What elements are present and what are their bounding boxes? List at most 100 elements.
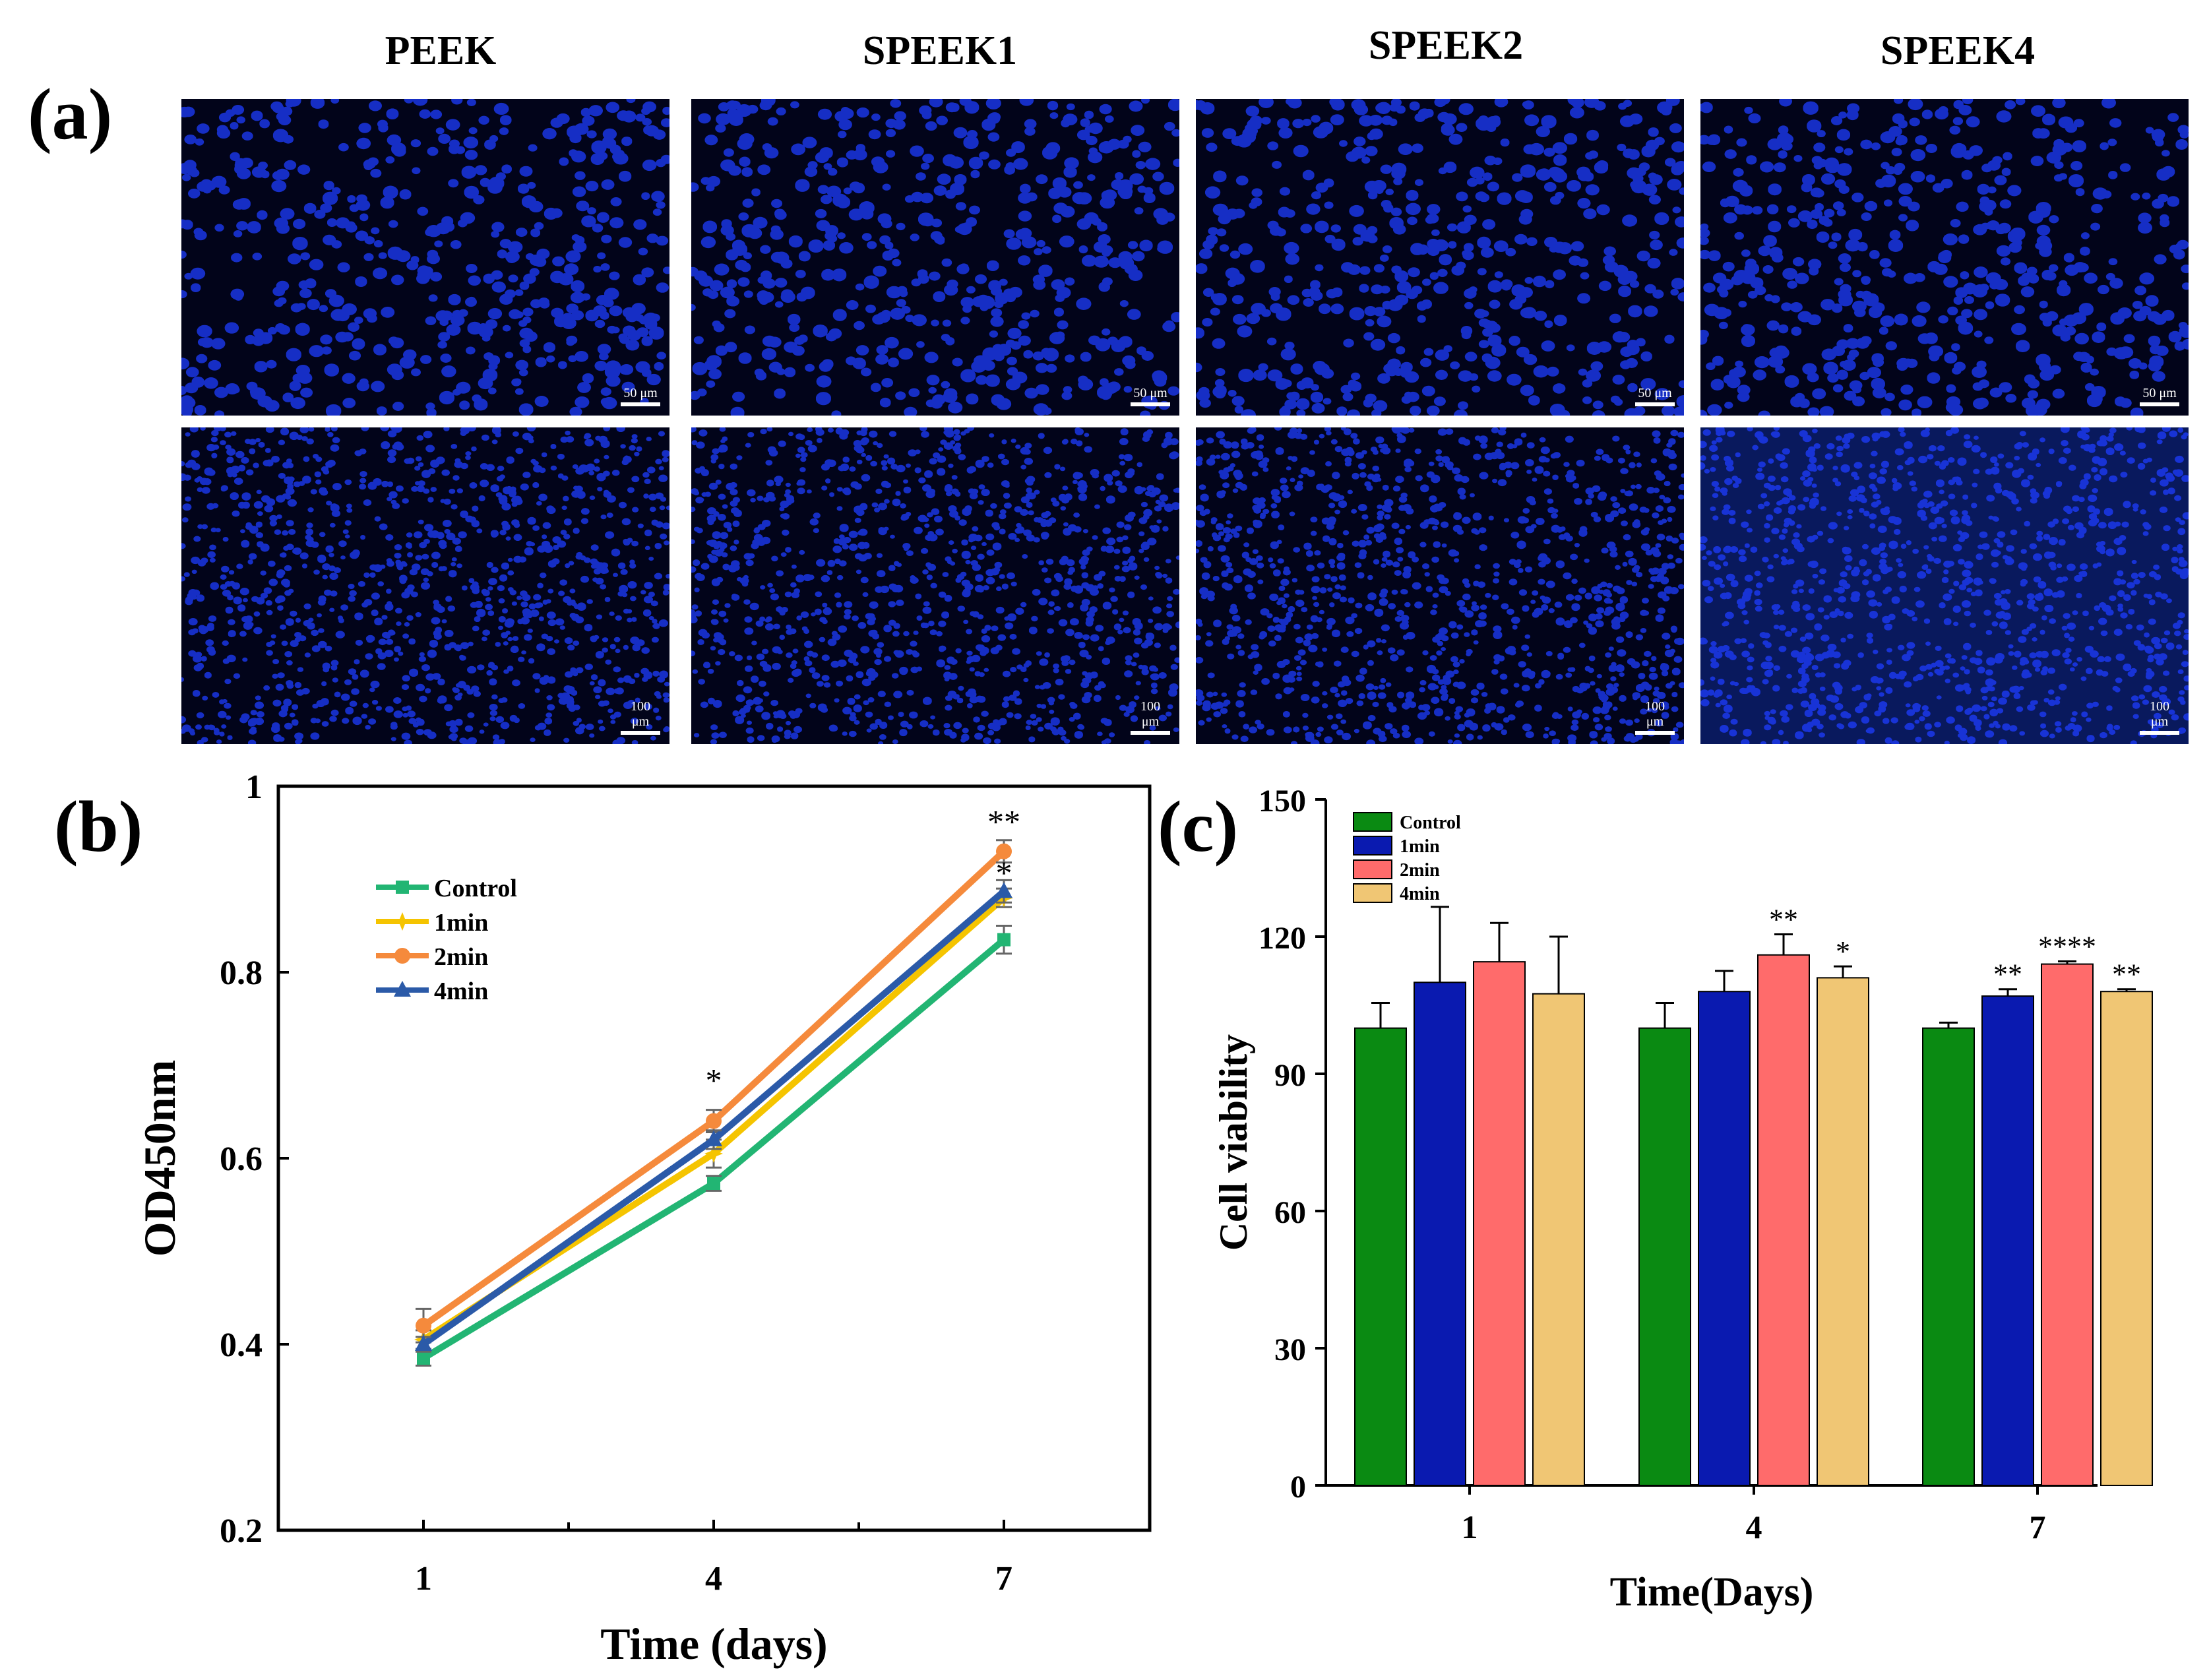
bar — [1354, 1027, 1407, 1486]
marker-triangle — [415, 1335, 432, 1351]
bar — [1817, 977, 1869, 1486]
cell-nuclei — [1196, 99, 1684, 416]
significance-mark: **** — [2038, 930, 2096, 962]
scale-bar-line — [2140, 402, 2179, 406]
marker-star — [393, 912, 412, 931]
scale-bar-line — [621, 402, 660, 406]
scale-bar-line — [1635, 402, 1675, 406]
x-axis-label: Time (days) — [600, 1619, 827, 1669]
series-4min: *** — [1532, 935, 2153, 1486]
marker-square — [707, 1177, 720, 1191]
scale-bar-label: 100 μm — [1645, 699, 1665, 729]
micrograph-speek4-row2: 100 μm — [1700, 427, 2189, 744]
series-4min — [415, 879, 1012, 1353]
scale-bar-label: 50 μm — [1133, 386, 1167, 400]
scale-bar: 50 μm — [1131, 386, 1170, 406]
legend-label: Control — [1400, 813, 1461, 833]
scale-bar-line — [2140, 731, 2179, 735]
y-tick-label: 150 — [1259, 784, 1306, 819]
scale-bar: 50 μm — [621, 386, 660, 406]
bar — [1638, 1027, 1691, 1486]
cell-viability-bar-chart: 0 30 60 90 120 150 1 4 7 Time(Days) Cell viability… — [1212, 784, 2153, 1615]
y-tick-label: 0.4 — [220, 1326, 263, 1364]
y-tick-label: 0.8 — [220, 954, 263, 992]
significance-mark: ** — [987, 803, 1020, 840]
x-axis-label: Time(Days) — [1610, 1570, 1814, 1615]
marker-square — [396, 881, 409, 894]
scale-bar-label: 50 μm — [623, 386, 658, 400]
bar — [2100, 991, 2153, 1486]
micrograph-peek-row2: 100 μm — [181, 427, 669, 744]
micrograph-peek-row1: 50 μm — [181, 99, 669, 416]
marker-circle — [706, 1113, 722, 1129]
scale-bar: 100 μm — [1131, 699, 1170, 735]
y-tick-label: 90 — [1274, 1058, 1306, 1093]
significance-mark: ** — [1993, 958, 2022, 991]
scale-bar-line — [1131, 731, 1170, 735]
legend-swatch — [1353, 812, 1392, 832]
panel-b-label: (b) — [54, 786, 143, 867]
significance-mark: ** — [1769, 904, 1798, 936]
y-tick-label: 1 — [245, 768, 263, 806]
series-1min: ** — [1414, 906, 2034, 1487]
legend-label: 1min — [1400, 836, 1440, 857]
cell-nuclei — [691, 427, 1179, 744]
legend-label: 2min — [1400, 860, 1440, 881]
marker-triangle — [394, 981, 411, 997]
bar — [1757, 954, 1810, 1486]
legend-swatch — [1353, 883, 1392, 903]
scale-bar-label: 100 μm — [631, 699, 650, 729]
cell-nuclei — [181, 427, 669, 744]
legend: Control 1min 2min 4min — [376, 875, 517, 1005]
y-tick-label: 30 — [1274, 1332, 1306, 1367]
legend-label: 2min — [434, 943, 488, 971]
column-title-speek4: SPEEK4 — [1880, 28, 2036, 73]
bar — [1414, 981, 1466, 1487]
marker-square — [417, 1352, 430, 1365]
legend-label: 4min — [434, 978, 488, 1005]
legend-label: 1min — [434, 909, 488, 937]
scale-bar-label: 50 μm — [1638, 386, 1672, 400]
column-title-peek: PEEK — [385, 28, 497, 73]
column-title-speek2: SPEEK2 — [1368, 23, 1524, 68]
bar — [1473, 961, 1526, 1486]
bar — [1981, 995, 2034, 1486]
micrograph-speek2-row2: 100 μm — [1196, 427, 1684, 744]
cell-nuclei — [1700, 99, 2189, 416]
scale-bar: 100 μm — [2140, 699, 2179, 735]
scale-bar-label: 100 μm — [2150, 699, 2169, 729]
scale-bar: 100 μm — [621, 699, 660, 735]
x-tick-label: 1 — [1462, 1509, 1478, 1545]
x-tick-label: 1 — [415, 1560, 432, 1598]
marker-triangle — [995, 882, 1012, 898]
scale-bar: 50 μm — [1635, 386, 1675, 406]
marker-square — [997, 933, 1011, 947]
scale-bar-line — [621, 731, 660, 735]
legend: Control 1min 2min 4min — [1353, 812, 1461, 904]
significance-mark: ** — [2112, 958, 2141, 991]
y-tick-label: 120 — [1259, 921, 1306, 956]
y-tick-label: 60 — [1274, 1195, 1306, 1230]
marker-triangle — [705, 1130, 722, 1146]
marker-star — [704, 1144, 723, 1163]
significance-mark: * — [996, 854, 1012, 891]
legend-swatch — [1353, 836, 1392, 856]
x-tick-label: 7 — [995, 1560, 1012, 1598]
micrograph-speek2-row1: 50 μm — [1196, 99, 1684, 416]
legend-label: Control — [434, 875, 517, 902]
bar — [2041, 963, 2094, 1487]
bar — [1532, 993, 1585, 1486]
y-tick-label: 0.2 — [220, 1512, 263, 1550]
x-tick-label: 7 — [2030, 1509, 2046, 1545]
marker-circle — [996, 843, 1012, 859]
marker-circle — [394, 948, 410, 964]
marker-circle — [416, 1317, 431, 1334]
cell-nuclei — [181, 99, 669, 416]
x-tick-label: 4 — [1746, 1509, 1762, 1545]
y-axis-label: Cell viability — [1212, 1034, 1255, 1251]
scale-bar-label: 100 μm — [1140, 699, 1160, 729]
bar — [1922, 1027, 1975, 1486]
series-control — [1354, 1002, 1975, 1486]
